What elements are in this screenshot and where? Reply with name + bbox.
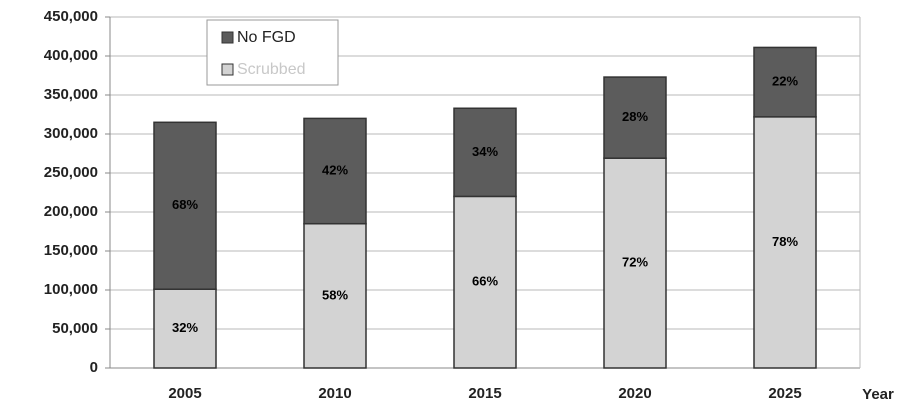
bar-segment xyxy=(453,107,517,198)
y-tick-label: 50,000 xyxy=(52,320,98,337)
bar-segment xyxy=(453,195,517,369)
bar-segment xyxy=(603,157,667,369)
y-tick-label: 400,000 xyxy=(44,47,98,64)
bar-segment xyxy=(753,116,817,369)
x-tick-label: 2010 xyxy=(318,385,351,402)
y-tick-label: 450,000 xyxy=(44,8,98,25)
legend-label: No FGD xyxy=(237,29,296,46)
x-tick-label: 2015 xyxy=(468,385,501,402)
legend-swatch xyxy=(221,31,234,44)
legend-label: Scrubbed xyxy=(237,61,306,78)
y-tick-label: 250,000 xyxy=(44,164,98,181)
share-label: 28% xyxy=(622,109,648,124)
share-label: 32% xyxy=(172,320,198,335)
y-tick-label: 150,000 xyxy=(44,242,98,259)
bar-segment xyxy=(603,76,667,159)
y-tick-label: 350,000 xyxy=(44,86,98,103)
share-label: 78% xyxy=(772,234,798,249)
share-label: 34% xyxy=(472,144,498,159)
share-label: 42% xyxy=(322,162,348,177)
share-label: 72% xyxy=(622,255,648,270)
y-tick-label: 200,000 xyxy=(44,203,98,220)
x-tick-label: 2005 xyxy=(168,385,201,402)
share-label: 66% xyxy=(472,274,498,289)
x-tick-label: 2020 xyxy=(618,385,651,402)
share-label: 68% xyxy=(172,197,198,212)
y-tick-label: 0 xyxy=(90,359,98,376)
legend-swatch xyxy=(221,63,234,76)
bar-segment xyxy=(303,117,367,225)
x-axis-label: Year xyxy=(862,386,894,403)
y-tick-label: 100,000 xyxy=(44,281,98,298)
share-label: 22% xyxy=(772,74,798,89)
x-tick-label: 2025 xyxy=(768,385,801,402)
y-tick-label: 300,000 xyxy=(44,125,98,142)
bar-segment xyxy=(153,121,217,290)
bar-segment xyxy=(303,222,367,369)
share-label: 58% xyxy=(322,287,348,302)
bar-segment xyxy=(153,288,217,369)
bar-segment xyxy=(753,46,817,118)
